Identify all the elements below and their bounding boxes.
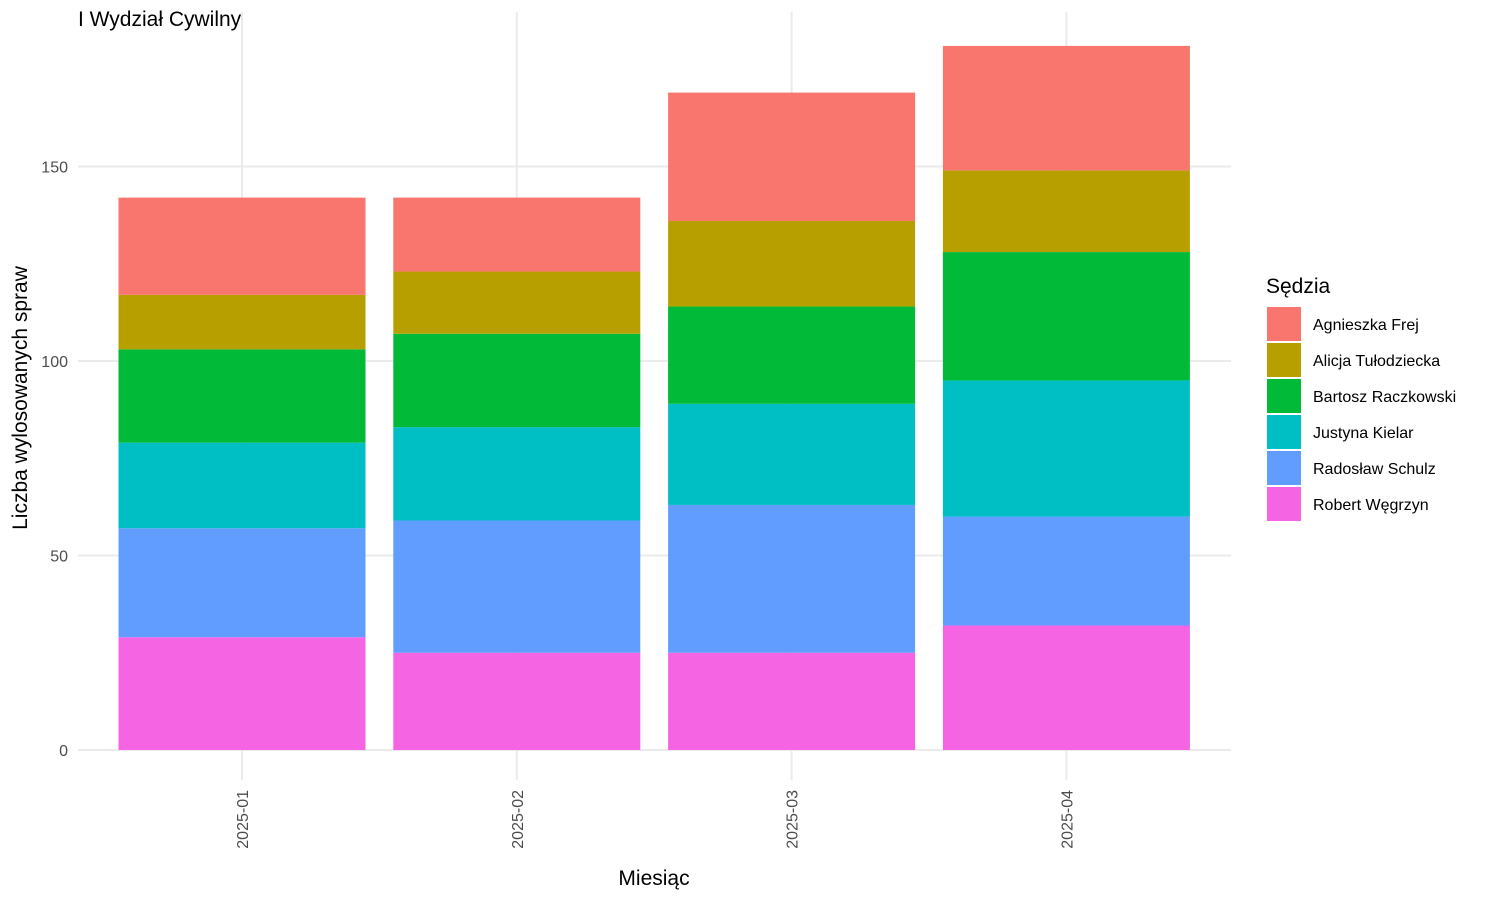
legend-key [1267,379,1301,413]
y-tick-label: 100 [41,354,68,371]
legend-key [1267,415,1301,449]
bar-segment [942,625,1190,750]
bar-segment [393,520,641,653]
y-tick-label: 150 [41,160,68,177]
legend-label: Radosław Schulz [1313,461,1436,478]
x-axis-title: Miesiąc [618,867,689,890]
x-tick-label: 2025-02 [510,790,527,849]
legend-title: Sędzia [1266,275,1331,298]
y-tick-label: 50 [50,549,68,566]
bar-segment [393,427,641,521]
legend-items: Agnieszka Frej Alicja Tułodziecka Bartosz … [1267,307,1456,521]
bar-segment [118,637,366,750]
bar-segment [118,197,366,295]
bar-segment [668,504,916,653]
bar-segment [118,442,366,529]
legend: Sędzia Agnieszka Frej Alicja Tułodziecka B… [1266,275,1456,521]
bar-segment [118,528,366,638]
bar-segment [118,294,366,350]
bar-segment [668,92,916,221]
y-axis-title: Liczba wylosowanych spraw [9,265,32,530]
y-tick-label: 0 [59,743,68,760]
x-axis-ticks: 2025-01 2025-02 2025-03 2025-04 [235,790,1076,849]
bar-segment [393,333,641,428]
bar-segment [668,652,916,750]
bar-segment [393,197,641,272]
legend-label: Agnieszka Frej [1313,317,1419,334]
legend-key [1267,451,1301,485]
bar-segment [393,271,641,334]
bar-segment [942,45,1190,171]
bars [118,45,1190,750]
bar-segment [942,252,1190,381]
legend-label: Justyna Kielar [1313,425,1414,442]
bar-segment [668,403,916,505]
x-tick-label: 2025-03 [785,790,802,849]
x-tick-label: 2025-01 [235,790,252,849]
bar-segment [668,220,916,307]
x-tick-label: 2025-04 [1059,790,1076,849]
bar-segment [942,516,1190,626]
legend-label: Robert Węgrzyn [1313,497,1429,514]
legend-label: Bartosz Raczkowski [1313,389,1456,406]
bar-segment [942,380,1190,517]
legend-key [1267,487,1301,521]
legend-key [1267,307,1301,341]
legend-key [1267,343,1301,377]
y-axis-ticks: 0 50 100 150 [41,160,68,761]
chart-title: I Wydział Cywilny [78,8,242,31]
bar-segment [668,306,916,404]
bar-segment [942,170,1190,253]
bar-segment [118,349,366,443]
bar-segment [393,652,641,750]
legend-label: Alicja Tułodziecka [1313,353,1440,370]
